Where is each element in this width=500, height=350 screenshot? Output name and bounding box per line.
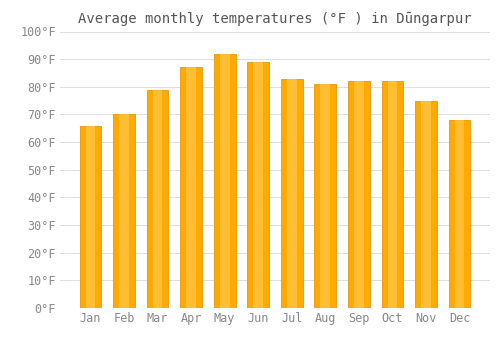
Bar: [80, 126, 102, 308]
Bar: [448, 120, 470, 308]
Bar: [248, 62, 269, 308]
Bar: [320, 84, 330, 308]
Bar: [146, 90, 169, 308]
Bar: [415, 101, 437, 308]
Bar: [348, 81, 370, 308]
Bar: [382, 81, 404, 308]
Bar: [220, 54, 230, 308]
Bar: [113, 114, 135, 308]
Bar: [119, 114, 129, 308]
Bar: [287, 78, 296, 308]
Bar: [152, 90, 162, 308]
Bar: [388, 81, 398, 308]
Bar: [314, 84, 336, 308]
Bar: [186, 68, 196, 308]
Bar: [281, 78, 302, 308]
Bar: [354, 81, 364, 308]
Bar: [254, 62, 263, 308]
Bar: [214, 54, 236, 308]
Bar: [180, 68, 202, 308]
Title: Average monthly temperatures (°F ) in Dūngarpur: Average monthly temperatures (°F ) in Dū…: [78, 12, 472, 26]
Bar: [86, 126, 96, 308]
Bar: [454, 120, 464, 308]
Bar: [421, 101, 431, 308]
